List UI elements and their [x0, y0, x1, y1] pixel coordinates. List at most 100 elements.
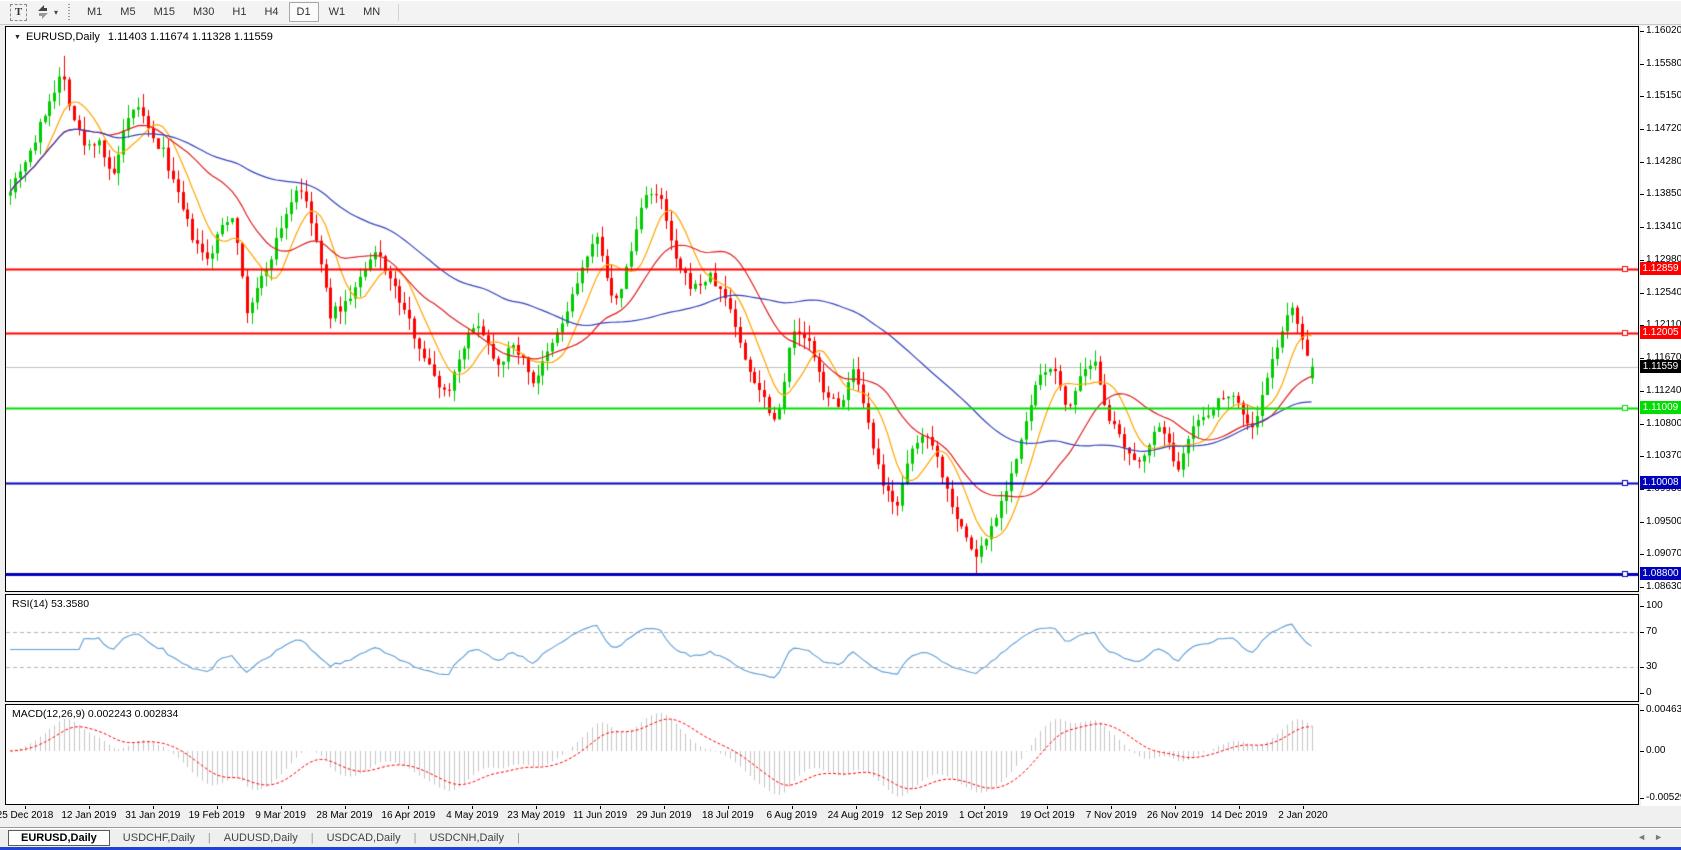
- date-tick-mark: [664, 806, 665, 809]
- date-label: 26 Nov 2019: [1146, 810, 1204, 821]
- timeframe-m1-button[interactable]: M1: [87, 6, 103, 18]
- price-tick-mark: [1640, 521, 1644, 523]
- macd-tick-mark: [1640, 710, 1644, 711]
- rsi-tick-label: 30: [1646, 660, 1658, 672]
- tab-audusd[interactable]: AUDUSD,Daily: [223, 831, 298, 844]
- tab-scroll-right-button[interactable]: ►: [1654, 832, 1671, 842]
- tab-separator: |: [207, 831, 211, 844]
- rsi-canvas[interactable]: [6, 595, 1638, 701]
- macd-tick-label: -0.005299: [1646, 792, 1681, 803]
- date-tick-mark: [344, 806, 346, 809]
- price-tick-label: 1.09070: [1646, 547, 1681, 559]
- macd-canvas[interactable]: [6, 705, 1638, 804]
- date-tick-mark: [1303, 806, 1304, 809]
- text-tool-icon: T: [10, 3, 27, 21]
- date-tick-mark: [472, 806, 474, 809]
- date-label: 4 May 2019: [446, 810, 499, 821]
- price-tick-label: 1.15580: [1646, 58, 1681, 70]
- timeframe-m15-button[interactable]: M15: [153, 6, 175, 18]
- date-tick-mark: [791, 806, 793, 809]
- tab-usdchf[interactable]: USDCHF,Daily: [122, 831, 195, 844]
- price-tick-mark: [1640, 325, 1644, 327]
- timeframe-m5-button[interactable]: M5: [120, 6, 136, 18]
- price-tick-mark: [1640, 64, 1644, 66]
- level-price-label: 1.11009: [1640, 401, 1681, 414]
- tab-usdcnh[interactable]: USDCNH,Daily: [429, 831, 504, 844]
- rsi-label: RSI(14) 53.3580: [12, 598, 90, 610]
- level-price-label: 1.12005: [1640, 326, 1681, 340]
- price-tick-mark: [1640, 390, 1644, 392]
- macd-panel: MACD(12,26,9) 0.002243 0.002834: [5, 704, 1639, 805]
- date-tick-mark: [216, 806, 218, 809]
- chart-tab-bar: EURUSD,Daily USDCHF,Daily | AUDUSD,Daily | US…: [0, 827, 1681, 847]
- date-label: 28 Mar 2019: [316, 810, 373, 821]
- main-chart-canvas[interactable]: [6, 27, 1638, 591]
- rsi-tick-label: 100: [1646, 600, 1663, 611]
- rsi-panel: RSI(14) 53.3580: [5, 594, 1639, 702]
- date-label: 25 Dec 2018: [0, 810, 54, 821]
- rsi-tick-mark: [1640, 606, 1644, 607]
- date-label: 19 Feb 2019: [188, 810, 245, 821]
- swap-tool-button[interactable]: ▾: [31, 2, 62, 22]
- price-tick-label: 1.16020: [1646, 25, 1681, 36]
- date-tick-mark: [727, 806, 729, 809]
- date-tick-mark: [88, 806, 90, 809]
- price-tick-mark: [1640, 96, 1644, 98]
- tab-scroll-left-button[interactable]: ◄: [1637, 832, 1655, 842]
- toolbar: T ▾ M1 M5 M15 M30 H1 H4 D1 W1 MN: [0, 0, 1681, 25]
- price-tick-label: 1.15150: [1646, 90, 1681, 102]
- price-tick-label: 1.13410: [1646, 221, 1681, 233]
- chart-dropdown-icon[interactable]: ▼: [14, 34, 21, 41]
- level-price-label: 1.08800: [1640, 567, 1681, 581]
- timeframe-h4-button[interactable]: H4: [264, 6, 279, 18]
- price-tick-label: 1.11670: [1646, 352, 1681, 364]
- date-label: 18 Jul 2019: [702, 810, 754, 821]
- price-tick-mark: [1640, 128, 1644, 130]
- tab-eurusd[interactable]: EURUSD,Daily: [8, 829, 110, 846]
- date-label: 14 Dec 2019: [1210, 810, 1268, 821]
- tab-separator: |: [310, 831, 314, 844]
- date-label: 1 Oct 2019: [959, 810, 1008, 821]
- timeframe-mn-button[interactable]: MN: [363, 6, 381, 18]
- swap-arrows-icon: [38, 5, 48, 19]
- macd-tick-label: 0.00: [1646, 745, 1666, 757]
- date-label: 12 Jan 2019: [61, 810, 117, 821]
- date-tick-mark: [1047, 806, 1049, 809]
- price-tick-mark: [1640, 553, 1644, 555]
- price-tick-label: 1.12980: [1646, 253, 1681, 265]
- date-tick-mark: [152, 806, 154, 809]
- date-tick-mark: [919, 806, 921, 809]
- date-tick-mark: [600, 806, 602, 809]
- chart-symbol-label: EURUSD,Daily: [25, 31, 100, 43]
- price-tick-mark: [1640, 423, 1644, 425]
- rsi-tick-mark: [1640, 666, 1644, 668]
- macd-label: MACD(12,26,9) 0.002243 0.002834: [12, 708, 179, 720]
- price-tick-mark: [1640, 489, 1644, 491]
- chart-ohlc-values: 1.11403 1.11674 1.11328 1.11559: [107, 31, 273, 43]
- date-tick-mark: [983, 806, 985, 809]
- tab-separator: |: [413, 831, 417, 844]
- tab-usdcad[interactable]: USDCAD,Daily: [326, 831, 401, 844]
- date-label: 11 Jun 2019: [572, 810, 628, 821]
- rsi-tick-mark: [1640, 632, 1644, 634]
- price-tick-label: 1.14720: [1646, 122, 1681, 134]
- date-label: 29 Jun 2019: [636, 810, 692, 821]
- text-tool-button[interactable]: T: [6, 2, 31, 22]
- price-tick-mark: [1640, 456, 1644, 458]
- timeframe-m30-button[interactable]: M30: [192, 6, 215, 18]
- date-tick-mark: [1175, 806, 1177, 809]
- timeframe-w1-button[interactable]: W1: [328, 6, 346, 18]
- toolbar-grip[interactable]: [68, 4, 71, 20]
- timeframe-d1-button[interactable]: D1: [288, 2, 319, 22]
- date-label: 24 Aug 2019: [827, 810, 884, 821]
- date-label: 23 May 2019: [507, 810, 566, 821]
- date-label: 9 Mar 2019: [255, 810, 306, 821]
- timeframe-h1-button[interactable]: H1: [232, 6, 247, 18]
- window-bottom-strip: [0, 847, 1681, 850]
- date-tick-mark: [25, 806, 26, 809]
- price-axis-column: [1641, 26, 1681, 806]
- price-tick-label: 1.10800: [1646, 417, 1681, 429]
- date-label: 12 Sep 2019: [891, 810, 948, 821]
- price-tick-label: 1.09500: [1646, 515, 1681, 527]
- date-label: 16 Apr 2019: [381, 810, 436, 821]
